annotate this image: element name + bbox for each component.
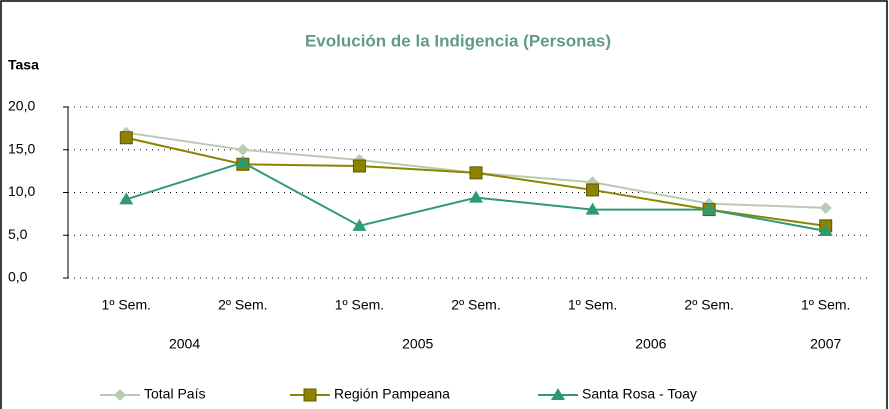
marker (551, 388, 565, 400)
y-tick-label: 0,0 (8, 269, 28, 285)
legend-label: Santa Rosa - Toay (582, 386, 697, 402)
x-tick-label: 2º Sem. (451, 297, 500, 313)
y-tick-label: 10,0 (8, 183, 35, 199)
marker (303, 388, 317, 402)
marker (119, 131, 133, 145)
y-tick-label: 5,0 (8, 226, 28, 242)
marker (119, 192, 134, 205)
marker (469, 166, 483, 180)
marker (469, 190, 483, 203)
marker (352, 218, 367, 231)
marker (586, 183, 600, 197)
legend-label: Total País (144, 386, 205, 402)
marker (235, 155, 250, 168)
x-tick-label: 1º Sem. (335, 297, 384, 313)
x-tick-label: 2º Sem. (218, 297, 267, 313)
y-tick-label: 15,0 (8, 140, 35, 156)
marker (114, 389, 126, 401)
marker (236, 143, 249, 156)
x-group-label: 2006 (635, 336, 666, 352)
legend-label: Región Pampeana (334, 386, 450, 402)
x-group-label: 2007 (810, 336, 841, 352)
x-tick-label: 2º Sem. (684, 297, 733, 313)
y-tick-label: 20,0 (8, 98, 35, 114)
x-tick-label: 1º Sem. (102, 297, 151, 313)
marker (585, 202, 600, 215)
x-tick-label: 1º Sem. (801, 297, 850, 313)
marker (818, 223, 833, 236)
marker (702, 202, 717, 215)
marker (352, 159, 366, 173)
x-group-label: 2005 (402, 336, 433, 352)
y-axis-label: Tasa (8, 57, 39, 73)
chart-title: Evolución de la Indigencia (Personas) (305, 31, 611, 50)
marker (819, 201, 832, 214)
x-group-label: 2004 (169, 336, 200, 352)
x-tick-label: 1º Sem. (568, 297, 617, 313)
